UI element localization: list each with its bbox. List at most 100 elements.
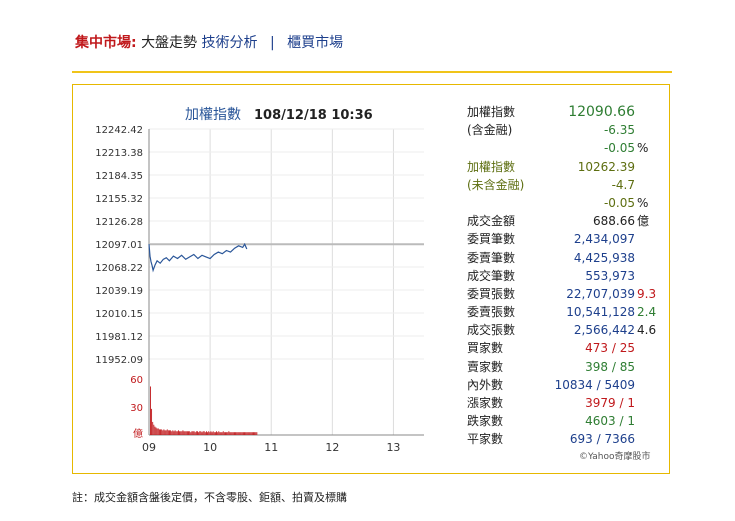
volume-bar <box>173 431 175 435</box>
volume-bar <box>222 431 224 435</box>
stats-table: 加權指數 12090.66 (含金融) -6.35 -0.05 % 加權指數 1… <box>467 103 667 449</box>
volume-bar <box>183 431 185 435</box>
volume-bar <box>238 432 240 435</box>
y-tick-label: 12010.15 <box>95 309 143 320</box>
x-axis-ticks: 09 10 11 12 13 <box>142 441 400 454</box>
index-change-pct: -0.05 <box>603 141 635 156</box>
volume-bar <box>253 432 254 435</box>
volume-bar <box>232 432 234 435</box>
volume-bar <box>150 386 151 435</box>
volume-bar <box>228 431 230 435</box>
volume-bar <box>198 432 200 435</box>
market-section-label: 集中市場: <box>75 35 137 51</box>
volume-bar <box>207 432 209 435</box>
volume-bar <box>244 432 245 435</box>
volume-bar <box>240 432 242 435</box>
stat-row-change-pct: -0.05 % <box>467 139 667 157</box>
volume-bar <box>242 432 244 435</box>
volume-bar <box>214 432 216 435</box>
volume-bar <box>227 432 229 435</box>
stat-label: 委買張數 <box>467 286 516 301</box>
volume-bar <box>188 431 189 435</box>
volume-bar <box>230 432 232 435</box>
title-divider <box>72 71 672 73</box>
otc-market-link[interactable]: 櫃買市場 <box>287 35 344 51</box>
breadcrumb: 集中市場: 大盤走勢 技術分析 | 櫃買市場 <box>75 32 343 52</box>
ex-index-change-pct: -0.05 <box>603 195 635 210</box>
volume-bar <box>167 430 169 435</box>
volume-bar <box>174 430 176 435</box>
stat-label: 成交金額 <box>467 214 516 229</box>
stat-label: 委賣張數 <box>467 305 516 320</box>
down-value: 4603 / 1 <box>585 414 635 429</box>
volume-axis-label: 60 <box>130 375 143 386</box>
volume-bar <box>249 432 251 435</box>
volume-bar <box>239 432 241 435</box>
y-tick-label: 11952.09 <box>95 355 143 366</box>
stat-label: 平家數 <box>467 432 504 447</box>
volume-bar <box>192 431 194 435</box>
volume-bar <box>186 431 188 435</box>
volume-bar <box>175 431 177 435</box>
turnover-unit: 億 <box>637 214 650 229</box>
index-change: -6.35 <box>603 123 635 138</box>
volume-bar <box>181 431 183 435</box>
stat-label: 成交筆數 <box>467 268 516 283</box>
volume-bar <box>211 432 213 435</box>
chart-title: 加權指數 <box>185 107 241 123</box>
chart-grid <box>148 128 424 436</box>
flat-value: 693 / 7366 <box>569 432 635 447</box>
stat-label: 買家數 <box>467 341 504 356</box>
turnover-value: 688.66 <box>593 214 635 229</box>
ex-index-value: 10262.39 <box>577 159 635 174</box>
source-credit: ©Yahoo奇摩股市 <box>579 452 651 462</box>
volume-bar <box>236 432 238 435</box>
ask-orders-value: 4,425,938 <box>573 250 635 265</box>
y-tick-label: 12213.38 <box>95 148 143 159</box>
y-tick-label: 12242.42 <box>95 125 143 136</box>
market-trend-link[interactable]: 大盤走勢 <box>141 35 198 51</box>
market-overview-panel: 加權指數 108/12/18 10:36 12242.42 12213.38 121… <box>72 84 670 474</box>
y-tick-label: 12068.22 <box>95 263 143 274</box>
bid-lots-avg: 9.3 <box>637 286 657 301</box>
volume-bar <box>162 430 164 435</box>
y-tick-label: 12097.01 <box>95 240 143 251</box>
stat-row-flat: 平家數 693 / 7366 <box>467 430 667 448</box>
inout-value: 10834 / 5409 <box>554 377 635 392</box>
volume-bar <box>213 432 215 435</box>
volume-bar <box>256 432 258 435</box>
volume-bar <box>155 427 157 435</box>
pct-sign: % <box>637 141 649 156</box>
volume-bar <box>220 432 222 435</box>
stat-row-inout: 內外數 10834 / 5409 <box>467 376 667 394</box>
index-value: 12090.66 <box>568 104 635 120</box>
volume-bar <box>216 431 217 435</box>
stat-row-bid-lots: 委買張數 22,707,039 9.3 <box>467 285 667 303</box>
volume-bar <box>212 431 214 435</box>
stat-row-down: 跌家數 4603 / 1 <box>467 412 667 430</box>
volume-bar <box>208 431 210 435</box>
volume-bar <box>182 430 184 435</box>
volume-bar <box>206 431 207 435</box>
stat-row-sellers: 賣家數 398 / 85 <box>467 358 667 376</box>
stat-row-incl-fin: (含金融) -6.35 <box>467 121 667 139</box>
volume-bar <box>194 432 196 435</box>
volume-bar <box>180 431 182 435</box>
ex-index-change: -4.7 <box>611 177 635 192</box>
y-tick-label: 12155.32 <box>95 194 143 205</box>
pct-sign: % <box>637 195 649 210</box>
stat-row-ex-change-pct: -0.05 % <box>467 194 667 212</box>
volume-bar <box>157 428 159 435</box>
volume-bar <box>246 432 248 435</box>
volume-bar <box>225 432 226 435</box>
volume-bar <box>241 432 243 435</box>
volume-bar <box>153 424 155 435</box>
volume-bar <box>195 431 197 435</box>
volume-bar <box>203 431 205 435</box>
stat-row-ex-index: 加權指數 10262.39 <box>467 158 667 176</box>
stat-row-buyers: 買家數 473 / 25 <box>467 339 667 357</box>
stat-row-ask-lots: 委賣張數 10,541,128 2.4 <box>467 303 667 321</box>
technical-analysis-link[interactable]: 技術分析 <box>201 35 258 51</box>
volume-bar <box>217 432 219 435</box>
volume-bar <box>172 430 174 435</box>
